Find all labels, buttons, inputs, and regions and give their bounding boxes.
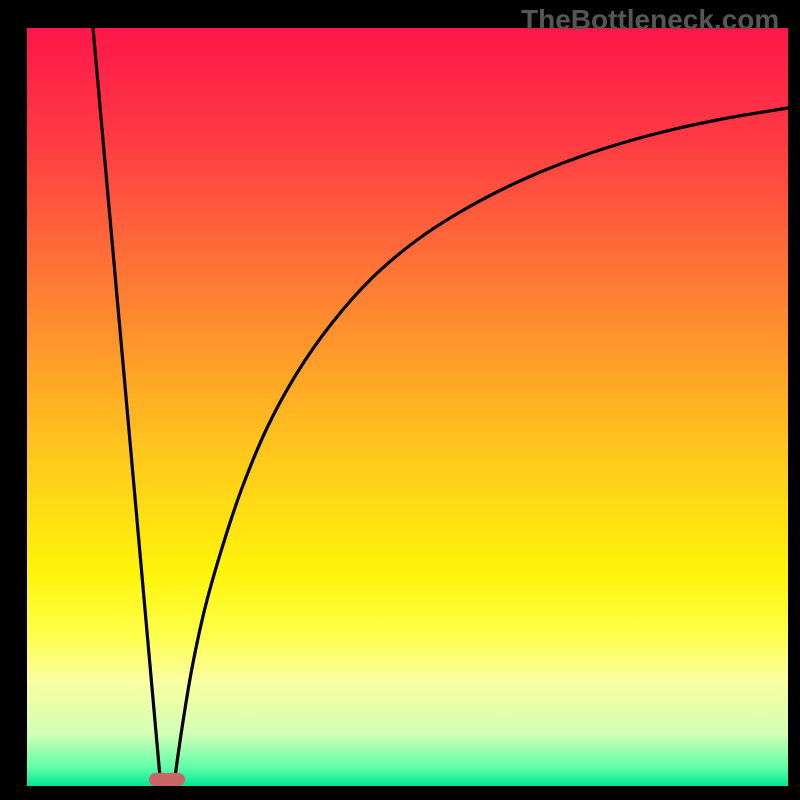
chart-container: TheBottleneck.com [0, 0, 800, 800]
plot-area [27, 28, 788, 786]
bottleneck-marker [149, 773, 185, 786]
watermark-text: TheBottleneck.com [521, 4, 779, 36]
curves-layer [27, 28, 788, 786]
